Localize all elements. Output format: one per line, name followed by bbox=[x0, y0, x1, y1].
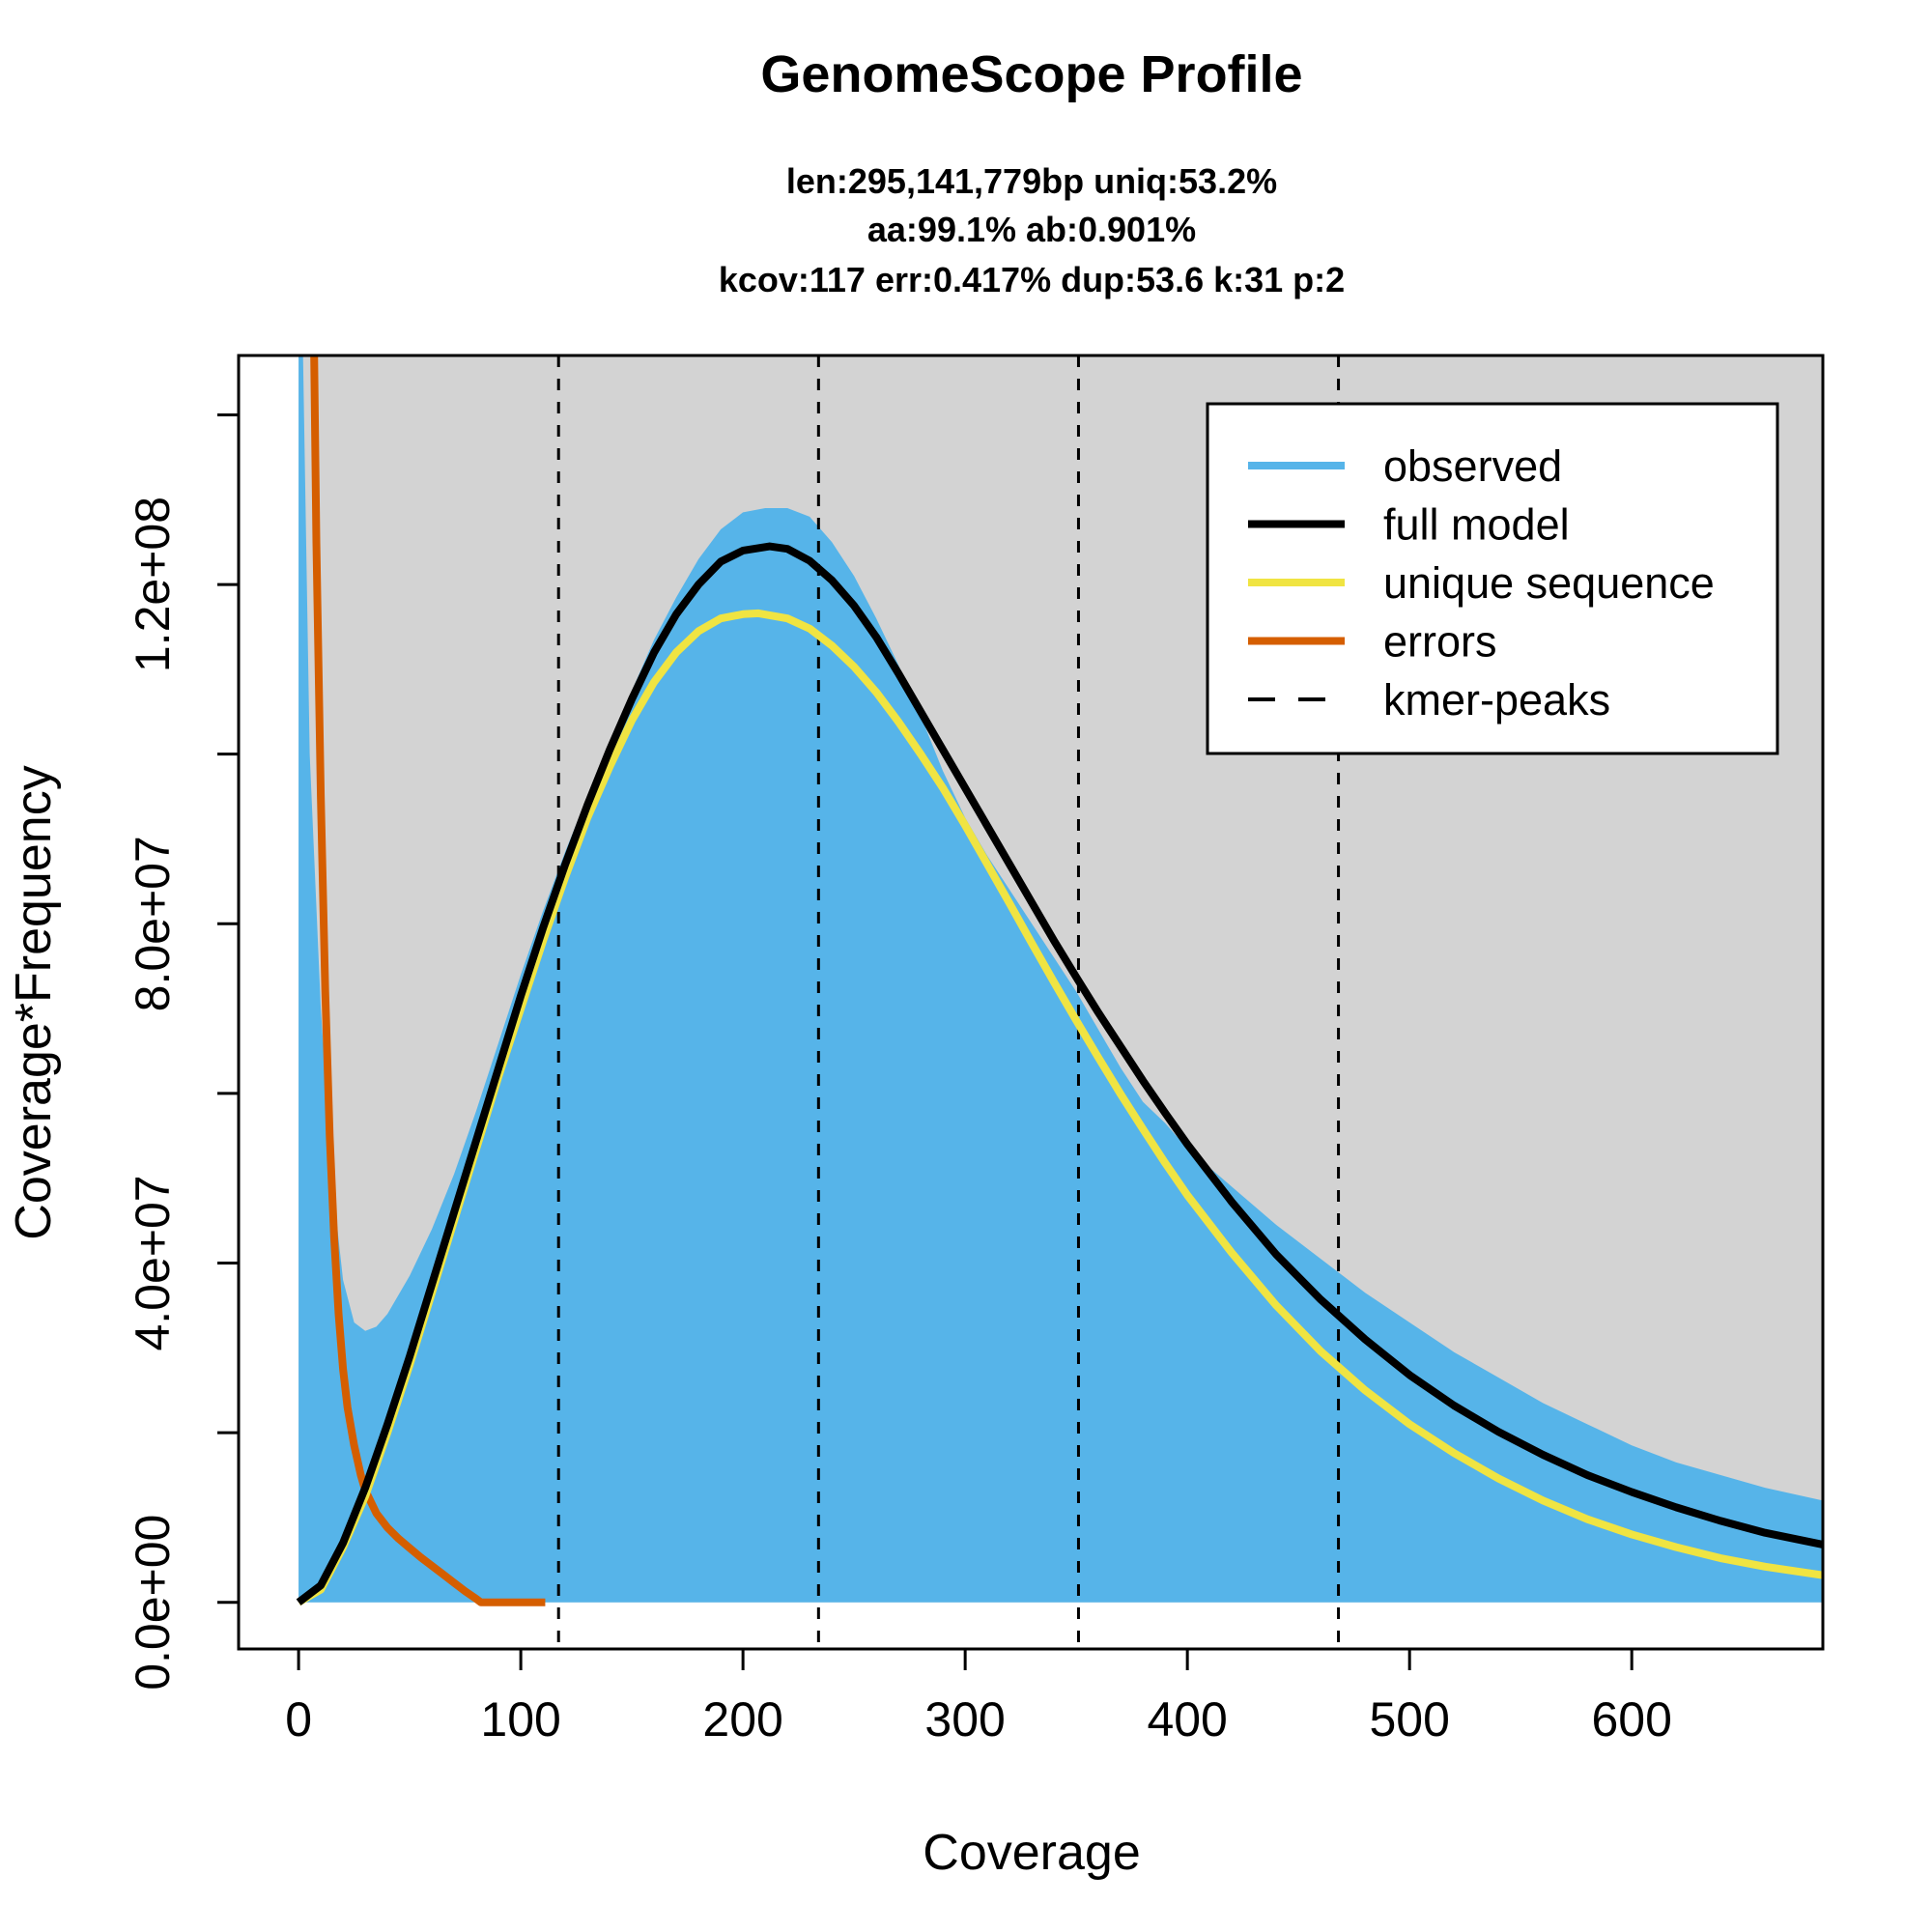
y-tick-label-6: 1.2e+08 bbox=[126, 497, 180, 672]
x-tick-label-5: 500 bbox=[1369, 1692, 1449, 1747]
x-axis-label: Coverage bbox=[923, 1825, 1140, 1881]
y-axis: 0.0e+00 4.0e+07 8.0e+07 1.2e+08 bbox=[126, 412, 239, 1690]
chart-title: GenomeScope Profile bbox=[760, 45, 1302, 103]
y-tick-label-2: 4.0e+07 bbox=[126, 1175, 180, 1350]
x-tick-label-4: 400 bbox=[1147, 1692, 1227, 1747]
y-axis-label: Coverage*Frequency bbox=[6, 765, 62, 1239]
chart-subtitle-line-1: len:295,141,779bp uniq:53.2% bbox=[786, 161, 1277, 201]
observed-area bbox=[298, 355, 1823, 1603]
legend-label-1: full model bbox=[1383, 500, 1570, 550]
chart-subtitle-line-2: aa:99.1% ab:0.901% bbox=[867, 210, 1196, 249]
x-tick-label-3: 300 bbox=[924, 1692, 1005, 1747]
legend-label-2: unique sequence bbox=[1383, 558, 1715, 608]
plot-frame bbox=[237, 354, 1825, 1651]
legend-label-4: kmer-peaks bbox=[1383, 675, 1610, 724]
errors-line bbox=[310, 355, 546, 1606]
chart-subtitle-line-3: kcov:117 err:0.417% dup:53.6 k:31 p:2 bbox=[719, 260, 1345, 299]
y-tick-label-4: 8.0e+07 bbox=[126, 836, 180, 1011]
x-tick-label-1: 100 bbox=[480, 1692, 560, 1747]
x-tick-label-2: 200 bbox=[702, 1692, 782, 1747]
legend: observed full model unique sequence errors k… bbox=[1206, 402, 1779, 755]
full-model-line bbox=[296, 542, 1823, 1605]
y-tick-label-0: 0.0e+00 bbox=[126, 1515, 180, 1690]
x-tick-label-6: 600 bbox=[1591, 1692, 1671, 1747]
legend-label-0: observed bbox=[1383, 441, 1562, 491]
x-axis: 0 100 200 300 400 500 600 bbox=[285, 1649, 1672, 1747]
legend-label-3: errors bbox=[1383, 617, 1497, 667]
x-tick-label-0: 0 bbox=[285, 1692, 312, 1747]
